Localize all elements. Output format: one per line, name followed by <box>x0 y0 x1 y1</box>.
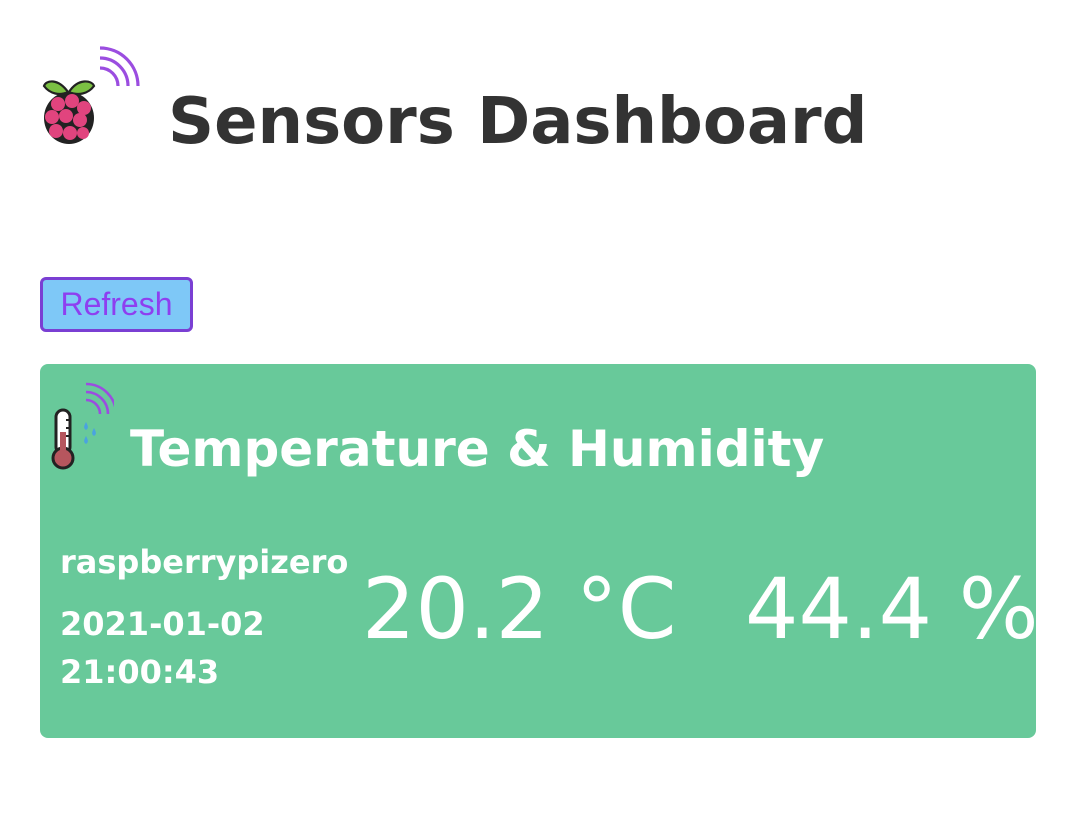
raspberry-pi-wireless-icon <box>42 46 140 144</box>
humidity-value: 44.4 % <box>745 560 1039 658</box>
page-title: Sensors Dashboard <box>168 85 868 159</box>
reading-time: 21:00:43 <box>60 653 220 691</box>
device-name: raspberrypizero <box>60 543 349 581</box>
temperature-value: 20.2 °C <box>362 560 677 658</box>
reading-date: 2021-01-02 <box>60 605 265 643</box>
page-header: Sensors Dashboard <box>38 40 1038 160</box>
sensor-card: Temperature & Humidity raspberrypizero 2… <box>40 364 1039 738</box>
card-title: Temperature & Humidity <box>130 420 825 478</box>
refresh-button[interactable]: Refresh <box>40 277 193 332</box>
thermometer-humidity-wireless-icon <box>51 382 114 470</box>
